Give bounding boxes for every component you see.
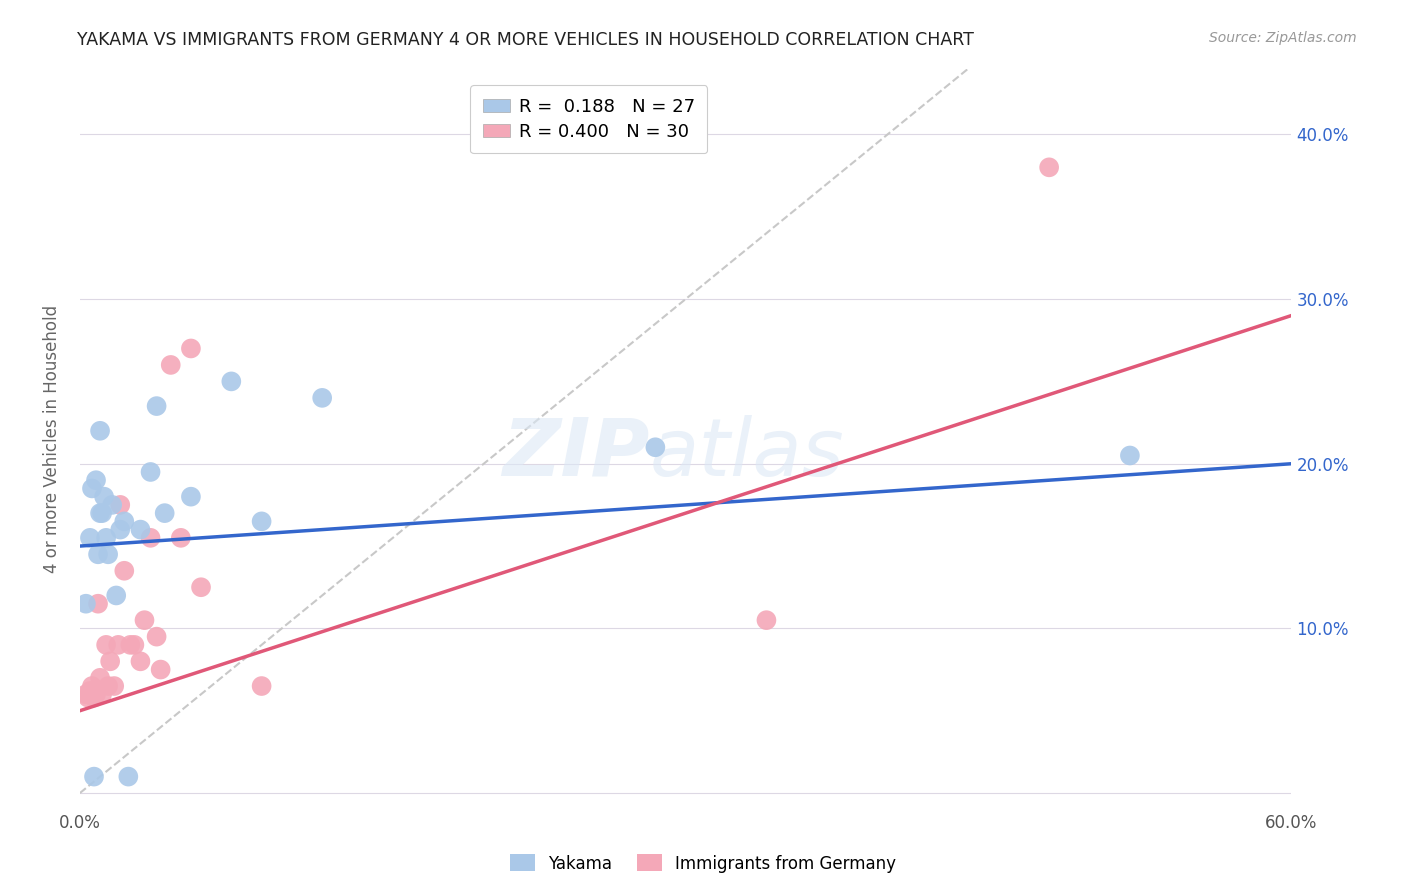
Point	[250, 679, 273, 693]
Point	[79, 531, 101, 545]
Point	[80, 482, 103, 496]
Point	[83, 770, 105, 784]
Point	[180, 342, 202, 356]
Point	[134, 613, 156, 627]
Text: ZIP: ZIP	[502, 415, 650, 493]
Point	[80, 679, 103, 693]
Point	[129, 523, 152, 537]
Point	[1119, 449, 1142, 463]
Point	[190, 580, 212, 594]
Point	[91, 506, 114, 520]
Point	[97, 547, 120, 561]
Point	[250, 514, 273, 528]
Point	[110, 498, 132, 512]
Point	[221, 375, 243, 389]
Point	[107, 638, 129, 652]
Text: atlas: atlas	[650, 415, 844, 493]
Point	[159, 358, 181, 372]
Point	[120, 638, 142, 652]
Point	[139, 531, 162, 545]
Point	[89, 506, 111, 520]
Point	[117, 770, 139, 784]
Point	[94, 638, 117, 652]
Point	[139, 465, 162, 479]
Point	[75, 597, 97, 611]
Y-axis label: 4 or more Vehicles in Household: 4 or more Vehicles in Household	[44, 305, 60, 573]
Legend: Yakama, Immigrants from Germany: Yakama, Immigrants from Germany	[503, 847, 903, 880]
Legend: R =  0.188   N = 27, R = 0.400   N = 30: R = 0.188 N = 27, R = 0.400 N = 30	[470, 85, 707, 153]
Point	[170, 531, 193, 545]
Point	[79, 684, 101, 698]
Point	[1038, 161, 1060, 175]
Point	[105, 589, 128, 603]
Point	[755, 613, 778, 627]
Point	[87, 547, 110, 561]
Point	[98, 654, 121, 668]
Point	[93, 490, 115, 504]
Point	[87, 597, 110, 611]
Text: YAKAMA VS IMMIGRANTS FROM GERMANY 4 OR MORE VEHICLES IN HOUSEHOLD CORRELATION CH: YAKAMA VS IMMIGRANTS FROM GERMANY 4 OR M…	[77, 31, 974, 49]
Point	[89, 671, 111, 685]
Point	[129, 654, 152, 668]
Point	[89, 424, 111, 438]
Point	[145, 399, 167, 413]
Point	[124, 638, 146, 652]
Point	[180, 490, 202, 504]
Text: Source: ZipAtlas.com: Source: ZipAtlas.com	[1209, 31, 1357, 45]
Point	[75, 687, 97, 701]
Point	[112, 514, 135, 528]
Point	[145, 630, 167, 644]
Point	[110, 523, 132, 537]
Point	[153, 506, 176, 520]
Point	[97, 679, 120, 693]
Point	[83, 690, 105, 705]
Point	[84, 687, 107, 701]
Point	[103, 679, 125, 693]
Point	[84, 473, 107, 487]
Point	[77, 690, 100, 705]
Point	[94, 531, 117, 545]
Point	[644, 440, 666, 454]
Point	[149, 663, 172, 677]
Point	[311, 391, 333, 405]
Point	[101, 498, 124, 512]
Point	[91, 687, 114, 701]
Point	[112, 564, 135, 578]
